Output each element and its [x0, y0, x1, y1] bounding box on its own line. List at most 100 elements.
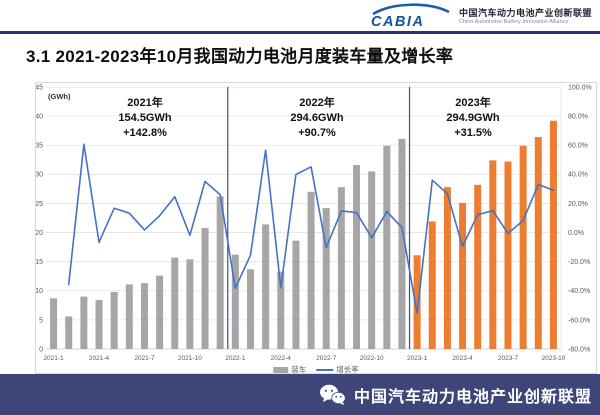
- bar-2021-1: [50, 298, 58, 349]
- bar-2023-5: [474, 184, 482, 349]
- svg-text:2021-7: 2021-7: [134, 355, 155, 362]
- org-name-cn: 中国汽车动力电池产业创新联盟: [458, 8, 592, 19]
- bars-series: [50, 120, 557, 349]
- annotation-total: 294.6GWh: [290, 112, 344, 124]
- svg-text:0: 0: [39, 346, 43, 353]
- footer-org-name: 中国汽车动力电池产业创新联盟: [353, 388, 592, 406]
- axis-labels: 0 -80.0% 5 -60.0% 10 -40.0% 15 -20.0% 20 0.0% 25 20…: [35, 84, 592, 353]
- bar-2022-12: [398, 138, 406, 349]
- wechat-icon: [319, 384, 346, 405]
- svg-text:45: 45: [36, 84, 43, 91]
- bar-2023-4: [459, 202, 467, 349]
- bar-2021-11: [201, 227, 209, 349]
- chart-svg: 0 -80.0% 5 -60.0% 10 -40.0% 15 -20.0% 20 0.0% 25 20…: [35, 84, 592, 362]
- annotation-growth: +142.8%: [123, 127, 167, 139]
- line-swatch-icon: [316, 368, 334, 371]
- annotation-2022: 2022年 294.6GWh +90.7%: [247, 96, 387, 141]
- bar-2023-2: [428, 221, 436, 349]
- bar-2021-4: [95, 300, 103, 349]
- logo-text: CABIA: [371, 14, 424, 30]
- legend-label: 增长率: [336, 365, 359, 374]
- axis-unit-label: (GWh): [48, 92, 71, 101]
- svg-text:2022-7: 2022-7: [316, 355, 337, 362]
- svg-text:40: 40: [36, 114, 43, 121]
- svg-text:2021-10: 2021-10: [178, 355, 202, 362]
- annotation-2021: 2021年 154.5GWh +142.8%: [75, 96, 215, 141]
- chart-legend: 装车 增长率: [273, 364, 359, 375]
- svg-text:-40.0%: -40.0%: [568, 288, 590, 295]
- bar-2022-7: [322, 208, 330, 349]
- bar-2022-6: [307, 191, 315, 349]
- bar-2022-3: [262, 224, 270, 349]
- bar-2023-6: [489, 160, 497, 349]
- svg-text:20: 20: [36, 230, 43, 237]
- annotation-year: 2021年: [127, 97, 163, 109]
- annotation-year: 2022年: [299, 97, 335, 109]
- bar-2022-4: [277, 271, 285, 349]
- bar-2021-6: [125, 284, 133, 349]
- cabia-logo-icon: CABIA: [371, 3, 450, 30]
- svg-text:20.0%: 20.0%: [568, 201, 588, 208]
- svg-text:2022-4: 2022-4: [271, 355, 292, 362]
- x-axis-labels: 2021-1 2021-4 2021-7 2021-10 2022-1 2022-4 202…: [43, 355, 565, 362]
- svg-text:-60.0%: -60.0%: [568, 317, 590, 324]
- svg-text:100.0%: 100.0%: [568, 84, 592, 91]
- svg-text:40.0%: 40.0%: [568, 172, 588, 179]
- annotation-growth: +90.7%: [298, 127, 336, 139]
- bar-2021-5: [110, 291, 118, 349]
- bar-2021-7: [140, 283, 148, 349]
- header-divider: [0, 31, 600, 34]
- bar-2022-5: [292, 240, 300, 349]
- bar-2023-1: [413, 255, 421, 349]
- svg-text:-80.0%: -80.0%: [568, 346, 590, 353]
- bar-2021-8: [156, 275, 164, 349]
- legend-item-line: 增长率: [316, 364, 359, 375]
- bar-2023-10: [549, 120, 557, 349]
- svg-text:2022-10: 2022-10: [360, 355, 384, 362]
- svg-text:2023-1: 2023-1: [407, 355, 428, 362]
- svg-text:10: 10: [36, 288, 43, 295]
- logo: CABIA 中国汽车动力电池产业创新联盟 China Automotive Ba…: [367, 3, 592, 30]
- bar-2023-8: [519, 145, 527, 349]
- legend-label: 装车: [291, 365, 307, 374]
- bar-2023-9: [534, 137, 542, 349]
- annotation-total: 294.9GWh: [446, 112, 500, 124]
- bar-2022-2: [246, 269, 254, 349]
- bar-2022-9: [353, 165, 361, 349]
- annotation-growth: +31.5%: [454, 127, 492, 139]
- bar-swatch-icon: [273, 366, 289, 373]
- svg-text:30: 30: [36, 172, 43, 179]
- bar-2021-12: [216, 196, 224, 349]
- page-title: 3.1 2021-2023年10月我国动力电池月度装车量及增长率: [26, 47, 454, 66]
- svg-text:-20.0%: -20.0%: [568, 259, 590, 266]
- svg-text:2023-10: 2023-10: [541, 355, 565, 362]
- bar-2021-2: [65, 316, 73, 349]
- svg-text:2021-1: 2021-1: [43, 355, 64, 362]
- bar-2021-10: [186, 259, 194, 349]
- header: CABIA 中国汽车动力电池产业创新联盟 China Automotive Ba…: [0, 0, 600, 31]
- annotation-year: 2023年: [455, 97, 491, 109]
- svg-text:5: 5: [39, 317, 43, 324]
- bar-2023-3: [443, 187, 451, 349]
- svg-text:2022-1: 2022-1: [225, 355, 246, 362]
- bar-2023-7: [504, 161, 512, 349]
- svg-text:15: 15: [36, 259, 43, 266]
- svg-text:0.0%: 0.0%: [568, 230, 584, 237]
- svg-text:2021-4: 2021-4: [89, 355, 110, 362]
- bar-2021-9: [171, 257, 179, 349]
- bar-2021-3: [80, 296, 88, 349]
- svg-text:60.0%: 60.0%: [568, 143, 588, 150]
- bar-2022-8: [337, 187, 345, 349]
- annotation-2023: 2023年 294.9GWh +31.5%: [403, 96, 543, 141]
- bar-2022-10: [368, 171, 376, 349]
- footer-bar: 中国汽车动力电池产业创新联盟: [0, 374, 600, 415]
- bar-2022-1: [231, 254, 239, 349]
- svg-text:35: 35: [36, 143, 43, 150]
- chart-panel: 0 -80.0% 5 -60.0% 10 -40.0% 15 -20.0% 20 0.0% 25 20…: [35, 82, 597, 374]
- growth-rate-line: [67, 143, 555, 314]
- org-name-en: China Automotive Battery Innovation Alli…: [458, 18, 569, 25]
- annotation-total: 154.5GWh: [118, 112, 172, 124]
- svg-text:25: 25: [36, 201, 43, 208]
- svg-text:2023-4: 2023-4: [452, 355, 473, 362]
- legend-item-bars: 装车: [273, 364, 306, 375]
